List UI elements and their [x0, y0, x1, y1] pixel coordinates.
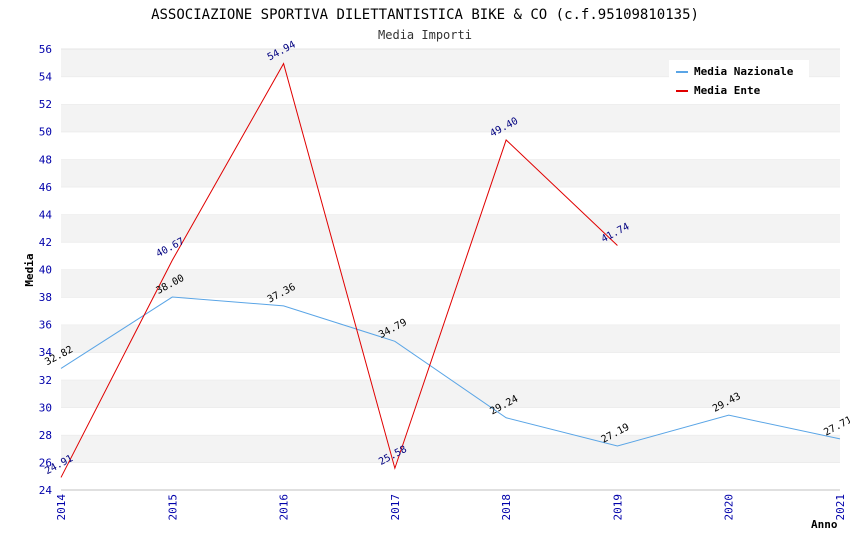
y-tick-label: 26 [39, 456, 52, 469]
grid-band [61, 131, 840, 160]
y-tick-label: 46 [39, 181, 52, 194]
grid-band [61, 352, 840, 380]
series-lines [60, 62, 841, 478]
series-line-media-ente [60, 62, 618, 478]
series-line-media-nazionale [60, 296, 841, 447]
grid-band [61, 186, 840, 215]
y-axis-label: Media [23, 253, 36, 286]
y-tick-label: 52 [39, 98, 52, 111]
grid-band [61, 297, 840, 325]
grid-band [61, 241, 840, 270]
chart-title: ASSOCIAZIONE SPORTIVA DILETTANTISTICA BI… [151, 7, 699, 23]
y-tick-label: 34 [39, 346, 53, 359]
y-tick-label: 56 [39, 43, 52, 56]
grid-band [61, 159, 840, 187]
x-axis-label: Anno [811, 518, 838, 531]
x-tick-label: 2014 [55, 494, 68, 521]
y-tick-label: 42 [39, 236, 52, 249]
y-axis-ticks: 24 26 28 30 32 34 36 38 40 42 44 46 48 50 52 54 56 [39, 43, 53, 497]
y-tick-label: 54 [39, 71, 53, 84]
grid-bands [61, 48, 840, 490]
y-tick-label: 32 [39, 374, 52, 387]
y-tick-label: 40 [39, 264, 52, 277]
grid-band [61, 434, 840, 463]
y-tick-label: 30 [39, 401, 52, 414]
x-tick-label: 2016 [278, 494, 291, 521]
x-tick-label: 2017 [389, 494, 402, 521]
grid-band [61, 104, 840, 132]
y-tick-label: 44 [39, 208, 53, 221]
x-tick-label: 2021 [834, 494, 847, 521]
grid-band [61, 324, 840, 353]
y-tick-label: 36 [39, 319, 52, 332]
x-tick-label: 2015 [166, 494, 179, 521]
grid-band [61, 379, 840, 408]
y-tick-label: 50 [39, 126, 52, 139]
y-tick-label: 24 [39, 484, 53, 497]
x-tick-label: 2019 [611, 494, 624, 521]
grid-band [61, 269, 840, 298]
grid-band [61, 462, 840, 490]
y-tick-label: 38 [39, 291, 52, 304]
y-tick-label: 48 [39, 153, 52, 166]
y-tick-label: 28 [39, 429, 52, 442]
legend-box [669, 60, 809, 102]
x-axis-ticks: 2014 2015 2016 2017 2018 2019 2020 2021 [55, 494, 847, 521]
legend: Media Nazionale Media Ente [669, 60, 809, 102]
legend-entry: Media Nazionale [694, 65, 794, 78]
legend-entry: Media Ente [694, 84, 761, 97]
grid-band [61, 407, 840, 435]
x-tick-label: 2020 [723, 494, 736, 521]
chart-subtitle: Media Importi [378, 28, 472, 42]
x-tick-label: 2018 [500, 494, 513, 521]
